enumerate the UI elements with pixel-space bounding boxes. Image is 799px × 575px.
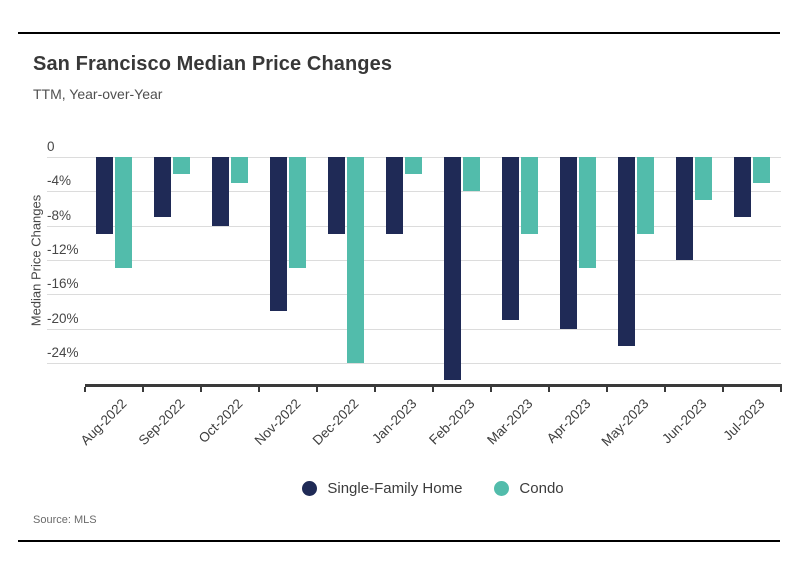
bar-group — [607, 157, 665, 386]
gridline — [47, 260, 781, 261]
x-axis-tick — [84, 387, 86, 392]
bar-condo — [173, 157, 190, 174]
bar-single-family-home — [154, 157, 171, 217]
bar-condo — [753, 157, 770, 183]
bar-group — [491, 157, 549, 386]
y-axis-title: Median Price Changes — [28, 194, 44, 327]
gridline — [47, 329, 781, 330]
y-tick-label: -20% — [47, 311, 79, 326]
x-axis-tick — [200, 387, 202, 392]
x-axis-tick — [664, 387, 666, 392]
bar-condo — [579, 157, 596, 268]
bar-single-family-home — [328, 157, 345, 234]
legend-label: Condo — [519, 480, 564, 497]
bar-condo — [637, 157, 654, 234]
bar-single-family-home — [676, 157, 693, 260]
page-subtitle: TTM, Year-over-Year — [33, 86, 163, 102]
bar-single-family-home — [618, 157, 635, 346]
chart-plot-area — [85, 157, 781, 386]
x-axis-tick — [316, 387, 318, 392]
gridline — [47, 363, 781, 364]
bar-group — [723, 157, 781, 386]
gridline — [47, 191, 781, 192]
bar-single-family-home — [386, 157, 403, 234]
x-axis-tick — [374, 387, 376, 392]
bar-group — [433, 157, 491, 386]
x-axis-tick — [780, 387, 782, 392]
legend-item: Condo — [494, 480, 564, 497]
bar-condo — [463, 157, 480, 191]
bar-single-family-home — [502, 157, 519, 320]
bar-single-family-home — [212, 157, 229, 226]
y-tick-label: -12% — [47, 242, 79, 257]
legend-item: Single-Family Home — [302, 480, 462, 497]
y-tick-label: -4% — [47, 173, 72, 188]
x-axis-tick — [258, 387, 260, 392]
legend-dot-icon — [494, 481, 510, 496]
bar-condo — [115, 157, 132, 268]
bottom-rule — [18, 540, 780, 542]
page-title: San Francisco Median Price Changes — [33, 53, 393, 75]
legend-label: Single-Family Home — [327, 480, 463, 497]
x-axis-tick — [142, 387, 144, 392]
top-rule — [18, 32, 780, 34]
bar-group — [665, 157, 723, 386]
bar-group — [143, 157, 201, 386]
x-axis-line — [85, 384, 782, 387]
bar-group — [375, 157, 433, 386]
y-tick-label: -8% — [47, 208, 72, 223]
y-tick-label: -24% — [47, 345, 79, 360]
bar-group — [201, 157, 259, 386]
bar-single-family-home — [560, 157, 577, 329]
bar-single-family-home — [444, 157, 461, 380]
x-axis-tick — [432, 387, 434, 392]
bar-group — [85, 157, 143, 386]
y-tick-label: 0 — [47, 139, 55, 154]
bar-group — [549, 157, 607, 386]
x-axis-tick — [722, 387, 724, 392]
bar-condo — [289, 157, 306, 268]
x-axis-tick — [548, 387, 550, 392]
x-axis-tick — [606, 387, 608, 392]
x-axis-tick — [490, 387, 492, 392]
bar-group — [317, 157, 375, 386]
bar-group — [259, 157, 317, 386]
gridline — [47, 226, 781, 227]
gridline — [47, 294, 781, 295]
legend-dot-icon — [302, 481, 318, 496]
y-tick-label: -16% — [47, 276, 79, 291]
bar-single-family-home — [270, 157, 287, 311]
bar-single-family-home — [734, 157, 751, 217]
legend: Single-Family Home Condo — [85, 480, 781, 497]
bar-condo — [231, 157, 248, 183]
bar-condo — [521, 157, 538, 234]
bar-condo — [695, 157, 712, 200]
source-note: Source: MLS — [33, 514, 97, 526]
bar-single-family-home — [96, 157, 113, 234]
bar-condo — [405, 157, 422, 174]
bar-condo — [347, 157, 364, 363]
